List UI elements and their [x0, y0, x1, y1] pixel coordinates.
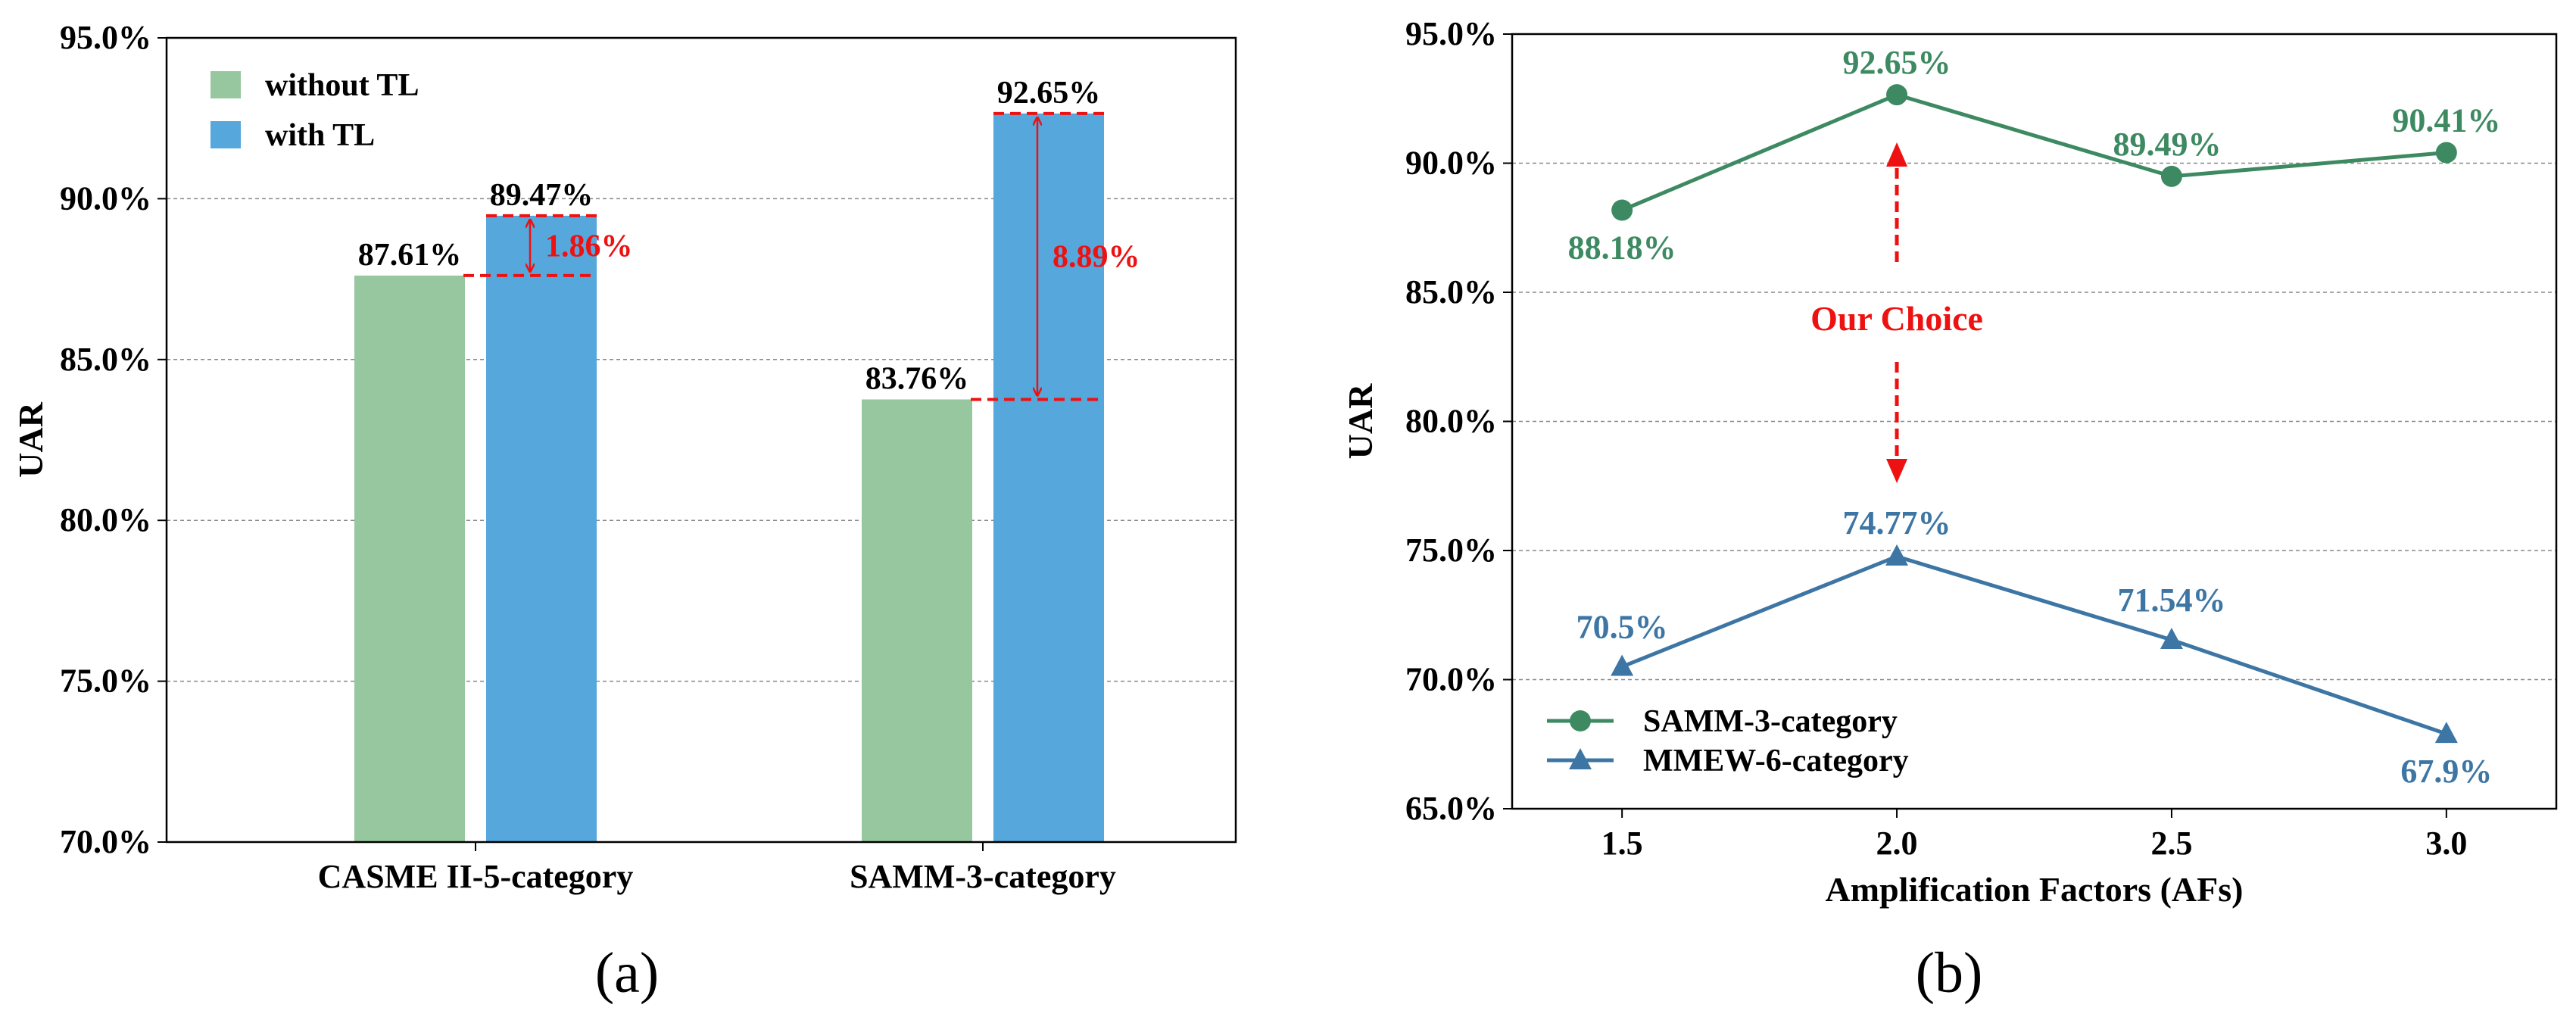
y-tick-label: 85.0% — [1405, 273, 1497, 310]
legend-swatch — [211, 71, 241, 98]
y-tick-label: 90.0% — [60, 179, 151, 217]
y-tick-label: 85.0% — [60, 341, 151, 378]
legend-label: with TL — [265, 118, 375, 153]
data-point — [1885, 544, 1909, 566]
legend-swatch — [211, 121, 241, 148]
legend-marker — [1569, 748, 1592, 769]
y-tick-label: 75.0% — [1405, 532, 1497, 569]
bar — [862, 399, 972, 842]
point-value-label: 74.77% — [1843, 504, 1951, 541]
legend-label: without TL — [265, 68, 419, 103]
bar-value-label: 89.47% — [490, 178, 594, 213]
y-axis-label: UAR — [1341, 383, 1380, 459]
point-value-label: 89.49% — [2113, 126, 2221, 163]
y-tick-label: 65.0% — [1405, 790, 1497, 827]
panel-label: (b) — [1916, 941, 1983, 1005]
choice-label: Our Choice — [1810, 299, 1983, 338]
point-value-label: 70.5% — [1576, 608, 1668, 645]
y-tick-label: 70.0% — [1405, 661, 1497, 698]
y-tick-label: 90.0% — [1405, 145, 1497, 182]
plot-frame — [1511, 33, 2558, 810]
point-value-label: 71.54% — [2117, 582, 2225, 619]
diff-label: 8.89% — [1053, 240, 1140, 275]
bar — [354, 275, 465, 842]
data-point — [2434, 722, 2458, 744]
data-point — [2160, 627, 2183, 649]
y-tick-label: 80.0% — [60, 501, 151, 538]
x-tick-label: SAMM-3-category — [850, 858, 1116, 895]
choice-arrowhead-up — [1886, 142, 1908, 167]
y-tick-label: 75.0% — [60, 663, 151, 700]
x-axis-label: Amplification Factors (AFs) — [1826, 870, 2244, 909]
x-tick-label: 2.5 — [2150, 825, 2192, 862]
bar-chart-panel: 70.0% 75.0% 80.0% 85.0% 90.0% 95.0% 87.61% 83.7… — [11, 19, 1237, 1005]
data-point — [2160, 165, 2182, 187]
bar-value-label: 92.65% — [997, 76, 1101, 111]
choice-arrowhead-down — [1886, 459, 1908, 483]
y-tick-label: 95.0% — [60, 19, 151, 56]
series-line — [1621, 554, 2447, 736]
y-axis-label: UAR — [11, 401, 50, 477]
y-tick-label: 70.0% — [60, 823, 151, 860]
data-point — [2435, 142, 2457, 164]
y-tick-label: 95.0% — [1405, 15, 1497, 52]
point-value-label: 88.18% — [1568, 229, 1676, 267]
x-tick-label: 3.0 — [2425, 825, 2467, 862]
legend-label: SAMM-3-category — [1643, 704, 1898, 739]
x-tick-label: CASME II-5-category — [318, 858, 634, 895]
data-point — [1886, 84, 1908, 106]
data-point — [1611, 199, 1633, 221]
bar — [486, 215, 597, 842]
bar-value-label: 87.61% — [358, 238, 462, 273]
legend-marker — [1570, 710, 1591, 731]
y-tick-label: 80.0% — [1405, 403, 1497, 440]
point-value-label: 90.41% — [2392, 102, 2500, 139]
plot-frame — [165, 36, 1237, 844]
diff-label: 1.86% — [545, 229, 633, 264]
x-tick-label: 2.0 — [1876, 825, 1918, 862]
panel-label: (a) — [595, 941, 659, 1005]
bar-value-label: 83.76% — [865, 361, 969, 396]
data-point — [1611, 654, 1634, 676]
legend-label: MMEW-6-category — [1643, 744, 1909, 778]
point-value-label: 92.65% — [1843, 44, 1951, 81]
line-chart-panel: 65.0% 70.0% 75.0% 80.0% 85.0% 90.0% 95.0% 1.5 2.… — [1341, 15, 2558, 1005]
series-line — [1621, 92, 2447, 212]
bar — [993, 113, 1104, 842]
x-tick-label: 1.5 — [1601, 825, 1643, 862]
point-value-label: 67.9% — [2400, 753, 2492, 790]
